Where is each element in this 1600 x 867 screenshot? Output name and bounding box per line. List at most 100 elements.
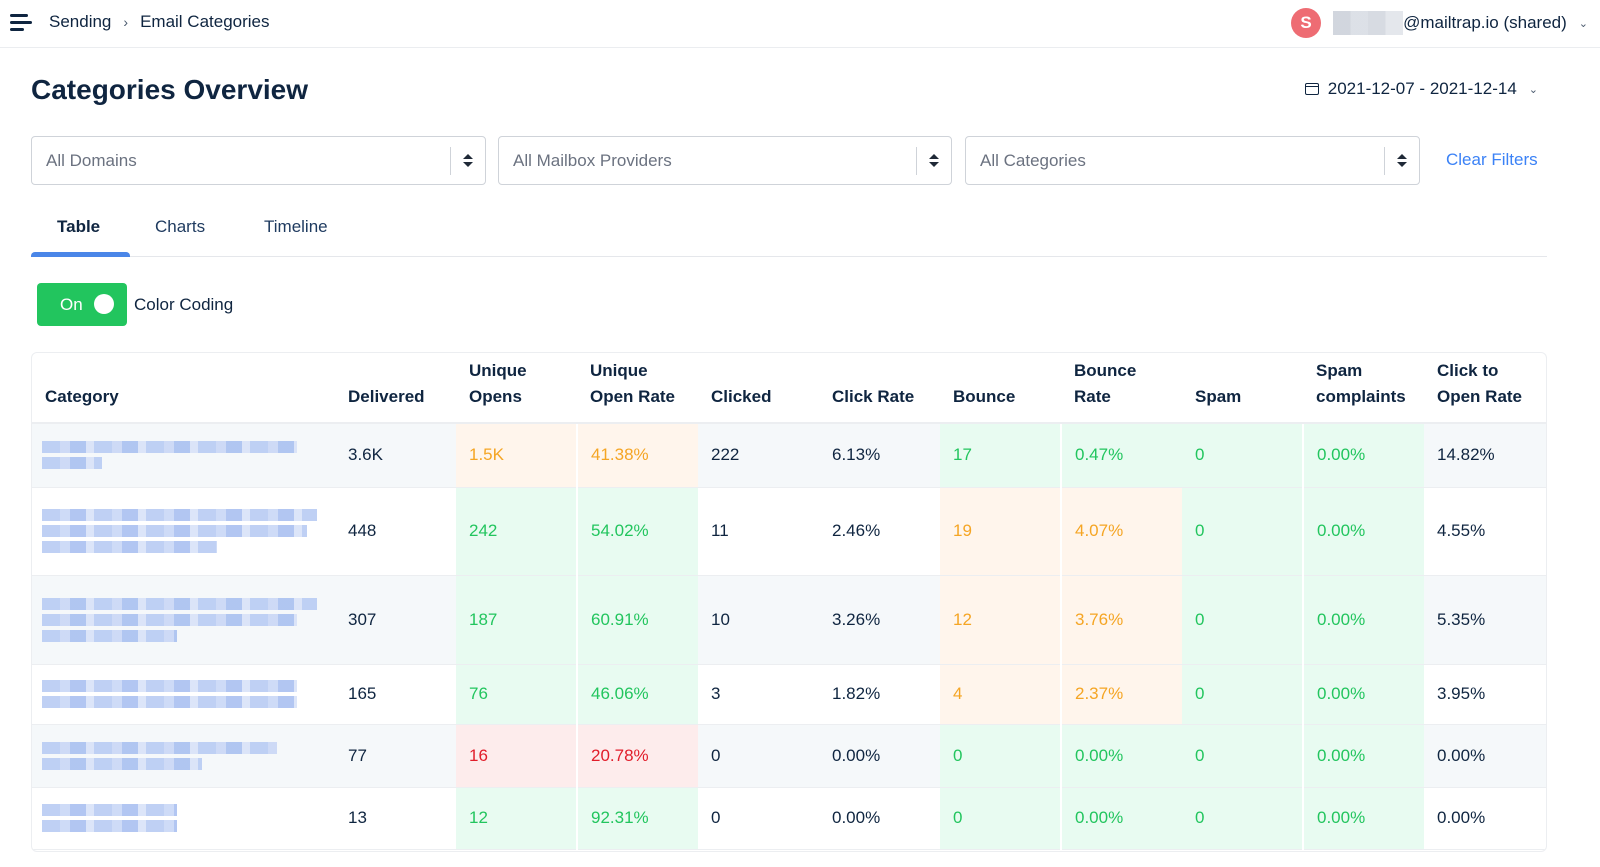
cell-spam-complaints: 0.00% bbox=[1302, 724, 1424, 788]
table-row[interactable]: 13 12 92.31% 0 0.00% 0 0.00% 0 0.00% 0.00% bbox=[32, 787, 1546, 850]
category-cell[interactable] bbox=[32, 724, 335, 788]
cell-click-to-open-rate: 5.35% bbox=[1424, 575, 1546, 665]
category-cell[interactable] bbox=[32, 575, 335, 665]
table-row[interactable]: 448 242 54.02% 11 2.46% 19 4.07% 0 0.00% 4.55% bbox=[32, 487, 1546, 576]
toggle-knob bbox=[94, 294, 114, 314]
cell-bounce-rate: 3.76% bbox=[1060, 575, 1182, 665]
cell-click-rate: 2.46% bbox=[819, 487, 940, 576]
column-header-text: Click to bbox=[1437, 361, 1499, 380]
column-header-delivered[interactable]: Delivered bbox=[335, 353, 456, 424]
redacted-category-name bbox=[42, 509, 317, 521]
column-header-text: Clicked bbox=[711, 387, 772, 406]
chevron-down-icon: ⌄ bbox=[1578, 17, 1588, 30]
categories-select[interactable]: All Categories bbox=[965, 136, 1420, 185]
cell-click-to-open-rate: 0.00% bbox=[1424, 724, 1546, 788]
cell-delivered: 13 bbox=[335, 787, 456, 850]
account-email: @mailtrap.io (shared) bbox=[1403, 13, 1567, 32]
cell-spam-complaints: 0.00% bbox=[1302, 575, 1424, 665]
cell-click-rate: 3.26% bbox=[819, 575, 940, 665]
redacted-category-name bbox=[42, 696, 297, 708]
breadcrumb-sending[interactable]: Sending bbox=[49, 12, 112, 31]
column-header-category[interactable]: Category bbox=[32, 353, 335, 424]
hamburger-menu-icon[interactable] bbox=[10, 14, 32, 32]
column-header-text: Unique bbox=[469, 361, 527, 380]
redacted-category-name bbox=[42, 680, 297, 692]
top-bar: Sending › Email Categories S @mailtrap.i… bbox=[0, 0, 1600, 48]
cell-bounce: 12 bbox=[940, 575, 1061, 665]
breadcrumb-email-categories: Email Categories bbox=[140, 12, 270, 31]
column-header-text: Category bbox=[45, 387, 119, 406]
account-menu[interactable]: S @mailtrap.io (shared) ⌄ bbox=[1291, 8, 1588, 38]
toggle-state-label: On bbox=[60, 295, 83, 314]
table-row[interactable]: 165 76 46.06% 3 1.82% 4 2.37% 0 0.00% 3.95% bbox=[32, 664, 1546, 725]
cell-clicked: 222 bbox=[698, 423, 819, 488]
cell-unique-open-rate: 46.06% bbox=[576, 664, 698, 725]
color-coding-toggle[interactable]: On bbox=[37, 283, 127, 326]
redacted-account-name bbox=[1333, 11, 1404, 35]
column-header-click-rate[interactable]: Click Rate bbox=[819, 353, 940, 424]
clear-filters-link[interactable]: Clear Filters bbox=[1446, 150, 1538, 169]
table-row[interactable]: 307 187 60.91% 10 3.26% 12 3.76% 0 0.00% 5.35% bbox=[32, 575, 1546, 665]
category-cell[interactable] bbox=[32, 487, 335, 576]
table-row[interactable]: 3.6K 1.5K 41.38% 222 6.13% 17 0.47% 0 0.00% 14.82… bbox=[32, 423, 1546, 488]
date-range-picker[interactable]: 2021-12-07 - 2021-12-14 ⌄ bbox=[1304, 79, 1538, 99]
cell-spam: 0 bbox=[1182, 423, 1303, 488]
cell-click-to-open-rate: 3.95% bbox=[1424, 664, 1546, 725]
redacted-category-name bbox=[42, 613, 297, 626]
cell-spam: 0 bbox=[1182, 575, 1303, 665]
avatar: S bbox=[1291, 8, 1322, 38]
column-header-spam[interactable]: Spam bbox=[1182, 353, 1303, 424]
cell-unique-opens: 187 bbox=[456, 575, 577, 665]
select-divider bbox=[916, 147, 917, 175]
column-header-text: Spam bbox=[1316, 361, 1363, 380]
date-range-value: 2021-12-07 - 2021-12-14 bbox=[1327, 79, 1517, 98]
breadcrumb-separator-icon: › bbox=[123, 14, 129, 30]
cell-unique-open-rate: 20.78% bbox=[576, 724, 698, 788]
cell-clicked: 11 bbox=[698, 487, 819, 576]
tab-timeline[interactable]: Timeline bbox=[264, 217, 328, 236]
cell-click-rate: 0.00% bbox=[819, 787, 940, 850]
column-header-spam-complaints[interactable]: Spam complaints bbox=[1303, 353, 1424, 424]
redacted-category-name bbox=[42, 441, 297, 454]
cell-spam: 0 bbox=[1182, 487, 1303, 576]
cell-delivered: 77 bbox=[335, 724, 456, 788]
cell-unique-open-rate: 41.38% bbox=[576, 423, 698, 488]
cell-clicked: 0 bbox=[698, 724, 819, 788]
tab-table[interactable]: Table bbox=[57, 217, 101, 236]
categories-select-value: All Categories bbox=[980, 151, 1086, 170]
column-header-unique-open-rate[interactable]: Unique Open Rate bbox=[577, 353, 698, 424]
column-header-clicked[interactable]: Clicked bbox=[698, 353, 819, 424]
column-header-bounce[interactable]: Bounce bbox=[940, 353, 1061, 424]
cell-unique-open-rate: 54.02% bbox=[576, 487, 698, 576]
redacted-category-name bbox=[42, 804, 177, 816]
view-tabs: Table Charts Timeline bbox=[31, 210, 1547, 257]
column-header-bounce-rate[interactable]: Bounce Rate bbox=[1061, 353, 1182, 424]
select-arrows-icon bbox=[929, 153, 939, 169]
column-header-unique-opens[interactable]: Unique Opens bbox=[456, 353, 577, 424]
column-header-text: Open Rate bbox=[1437, 387, 1523, 406]
column-header-text: Bounce bbox=[1074, 361, 1137, 380]
cell-bounce: 4 bbox=[940, 664, 1061, 725]
column-header-click-to-open-rate[interactable]: Click to Open Rate bbox=[1424, 353, 1546, 424]
cell-delivered: 3.6K bbox=[335, 423, 456, 488]
cell-spam: 0 bbox=[1182, 724, 1303, 788]
mailbox-providers-select[interactable]: All Mailbox Providers bbox=[498, 136, 952, 185]
tab-charts[interactable]: Charts bbox=[155, 217, 206, 236]
breadcrumb: Sending › Email Categories bbox=[49, 12, 270, 32]
cell-click-rate: 0.00% bbox=[819, 724, 940, 788]
select-arrows-icon bbox=[1397, 153, 1407, 169]
cell-unique-opens: 16 bbox=[456, 724, 577, 788]
domains-select[interactable]: All Domains bbox=[31, 136, 486, 185]
cell-click-to-open-rate: 4.55% bbox=[1424, 487, 1546, 576]
categories-table: Category Delivered Unique Opens Unique Open R… bbox=[31, 352, 1547, 852]
category-cell[interactable] bbox=[32, 423, 335, 488]
cell-unique-opens: 12 bbox=[456, 787, 577, 850]
cell-bounce-rate: 4.07% bbox=[1060, 487, 1182, 576]
category-cell[interactable] bbox=[32, 664, 335, 725]
column-header-text: Click Rate bbox=[832, 387, 915, 406]
cell-spam-complaints: 0.00% bbox=[1302, 487, 1424, 576]
table-row[interactable]: 77 16 20.78% 0 0.00% 0 0.00% 0 0.00% 0.00% bbox=[32, 724, 1546, 788]
cell-bounce: 19 bbox=[940, 487, 1061, 576]
select-divider bbox=[450, 147, 451, 175]
category-cell[interactable] bbox=[32, 787, 335, 850]
